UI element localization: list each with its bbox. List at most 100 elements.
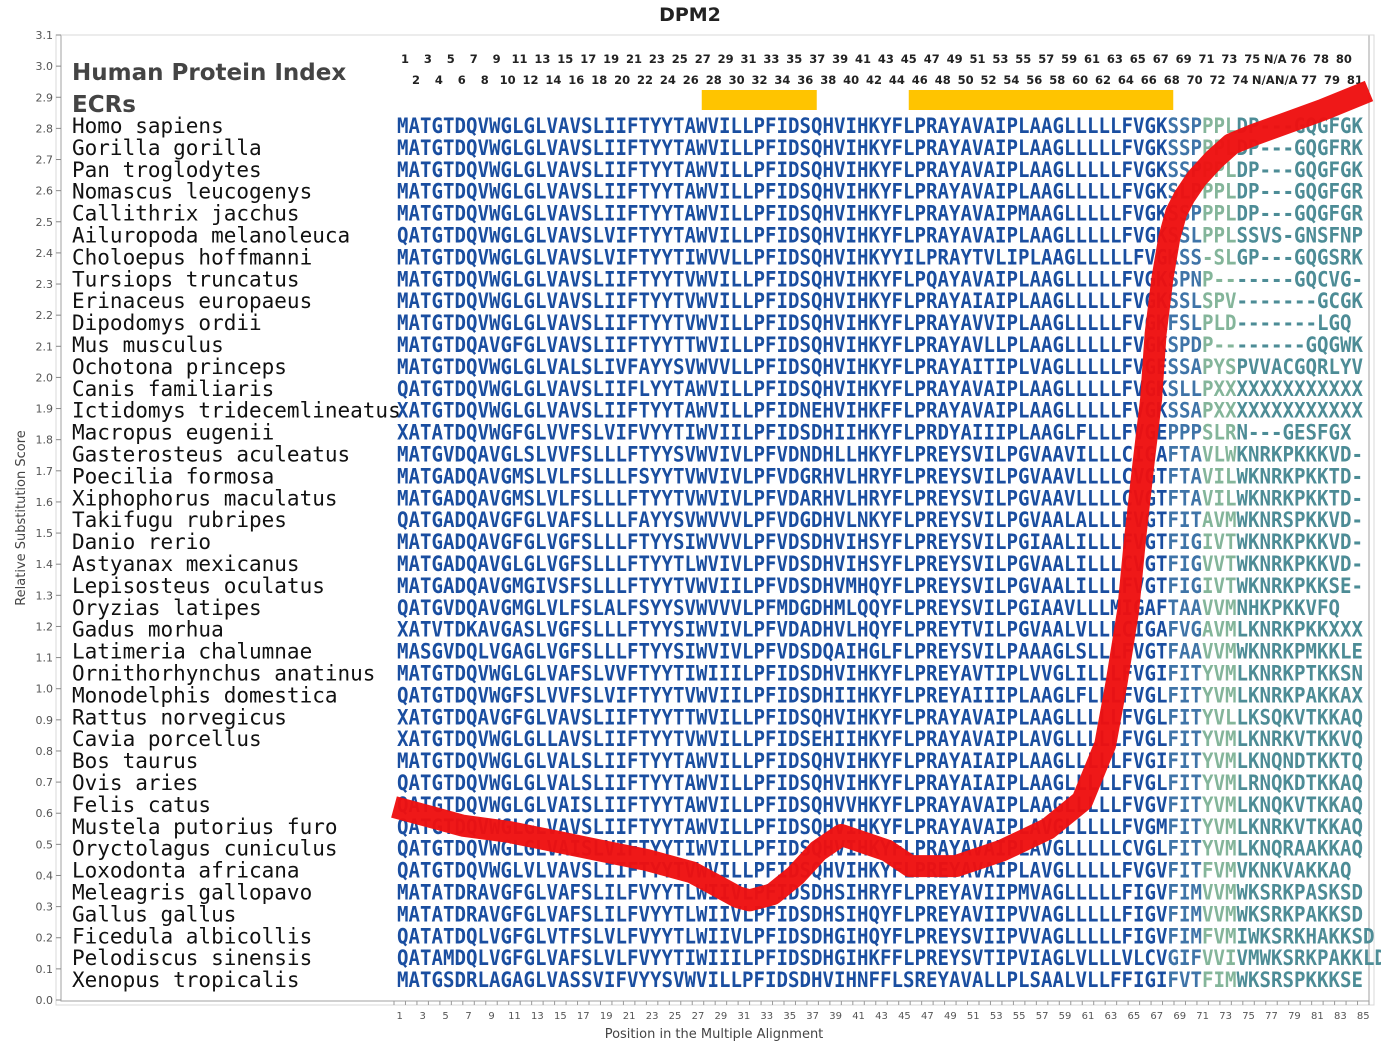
species-name: Pelodiscus sinensis [72,946,312,970]
position-header-even: 4 [435,73,443,87]
position-header-even: 77 [1301,73,1317,87]
position-header-odd: 19 [603,52,619,66]
position-header-odd: 61 [1084,52,1100,66]
position-header-odd: 65 [1130,52,1146,66]
sequence-text: QATGTDQVWGLGLVAVSLIIFLYYTAWVILLPFIDSQHVI… [397,377,1363,401]
position-header-odd: N/A [1264,52,1287,66]
position-header-even: 10 [500,73,516,87]
x-tick-label: 37 [806,1011,819,1022]
x-tick-label: 69 [1173,1011,1186,1022]
sequence-text: MATGTDQVWGLGLVAVSLIIFTYYTVWVILLPFIDSQHVI… [397,289,1363,313]
ecr-bar [701,90,817,110]
position-header-even: 36 [797,73,813,87]
sequence-text: MATATDRAVGFGLVAFSLILFVYYTLWIIVLPFIDSDHSI… [397,881,1363,905]
alignment-row: Ovis aries QATGTDQVWGLGLVALSLIIFTYYTAWVIL… [72,771,1363,795]
alignment-row: Loxodonta africana QATGTDQVWGLVLVAVSLIIFT… [72,859,1352,883]
x-tick-label: 25 [669,1011,682,1022]
x-tick-label: 55 [1013,1011,1026,1022]
sequence-text: QATGTDQVWGLVLVAVSLIIFTYYTVWVILLPFIDSQHVI… [397,859,1352,883]
x-tick-label: 39 [829,1011,842,1022]
position-header-odd: 49 [947,52,963,66]
species-name: Macropus eugenii [72,421,274,445]
position-header-odd: 63 [1107,52,1123,66]
y-tick-label: 2.3 [36,278,54,291]
x-tick-label: 79 [1288,1011,1301,1022]
chart-title: DPM2 [659,4,721,26]
species-name: Ochotona princeps [72,355,287,379]
y-axis-ticks: 0.0 0.1 0.2 0.3 0.4 0.5 0.6 0.7 0.8 0.9 1.0 1.1 1.2 1… [36,29,61,1007]
sequence-text: MATGVDQAVGLSLVVFSLLLFTYYSVWVIVLPFVDNDHLL… [397,443,1363,467]
species-name: Danio rerio [72,530,211,554]
species-name: Takifugu rubripes [72,508,287,532]
species-name: Lepisosteus oculatus [72,574,325,598]
sequence-text: XATVTDKAVGASLVGFSLLLFTYYSIWVIVLPFVDADHVL… [397,618,1363,642]
x-tick-label: 27 [692,1011,705,1022]
position-header-odd: 53 [992,52,1008,66]
x-tick-label: 7 [465,1011,471,1022]
position-header-odd: 31 [740,52,756,66]
sequence-text: QATGTDQVWGLGLVAVSLVIFTYYTAWVILLPFIDSQHVI… [397,224,1363,248]
alignment-row: Ornithorhynchus anatinus MATGTDQVWGLGLVAF… [72,662,1363,686]
position-header-odd: 59 [1061,52,1077,66]
species-name: Ictidomys tridecemlineatus [72,399,401,423]
position-header-even: 12 [522,73,538,87]
position-header-even: 60 [1072,73,1088,87]
position-header-odd: 51 [969,52,985,66]
x-tick-label: 49 [944,1011,957,1022]
position-header-even: N/A [1252,73,1275,87]
x-tick-label: 53 [990,1011,1003,1022]
x-tick-label: 57 [1036,1011,1049,1022]
position-header-even: 26 [683,73,699,87]
alignment-row: Gallus gallus MATATDRAVGFGLVAFSLILFVYYTLW… [72,902,1363,926]
position-header-odd: 73 [1221,52,1237,66]
x-tick-label: 5 [442,1011,448,1022]
species-name: Ovis aries [72,771,198,795]
position-header-odd: 27 [695,52,711,66]
position-header-odd: 71 [1198,52,1214,66]
position-header-even: 28 [706,73,722,87]
sequence-text: QATGTDQVWGFSLVVFSLVIFTYYTVWVIILPFIDSDHII… [397,683,1363,707]
position-header-even: 44 [889,73,905,87]
ecr-bars [701,90,1174,110]
species-name: Gorilla gorilla [72,136,262,160]
y-tick-label: 0.7 [36,776,54,789]
sequence-text: XATGTDQVWGLGLLAVSLIIFTYYTVWVILLPFIDSEHII… [397,727,1363,751]
y-tick-label: 0.1 [36,963,54,976]
position-header-odd: 7 [470,52,478,66]
position-header-even: 38 [820,73,836,87]
sequence-text: XATGTDQAVGFGLVAVSLIIFTYYTTWVILLPFIDSQHVI… [397,705,1363,729]
ecr-bar [908,90,1174,110]
y-tick-label: 1.7 [36,465,54,478]
species-name: Astyanax mexicanus [72,552,300,576]
alignment-row: Meleagris gallopavo MATATDRAVGFGLVAFSLILF… [72,881,1363,905]
position-header-even: 72 [1209,73,1225,87]
position-header-even: 20 [614,73,630,87]
sequence-text: MATGADQAVGMSLVLFSLLLFSYYTVWVIVLPFVDGRHVL… [397,464,1363,488]
position-header-odd: 29 [718,52,734,66]
y-tick-label: 1.8 [36,434,54,447]
x-tick-label: 59 [1059,1011,1072,1022]
position-header-odd: 9 [493,52,501,66]
position-header-even: 30 [729,73,745,87]
y-tick-label: 1.9 [36,403,54,416]
position-header-even: 62 [1095,73,1111,87]
sequence-text: MATGTDQVWGLGLVAVSLIIFTYYTAWVILLPFIDSQHVI… [397,202,1363,226]
position-header-odd: 33 [763,52,779,66]
alignment-row: Astyanax mexicanus MATGADQAVGLGLVGFSLLLFT… [72,552,1363,576]
sequence-text: MATGTDQAVGFGLVAVSLIIFTYYTTWVILLPFIDSQHVI… [397,333,1363,357]
y-tick-label: 2.9 [36,91,54,104]
alignment-row: Poecilia formosa MATGADQAVGMSLVLFSLLLFSYY… [72,464,1363,488]
y-tick-label: 3.0 [36,60,54,73]
species-name: Loxodonta africana [72,859,300,883]
species-name: Ornithorhynchus anatinus [72,662,375,686]
position-header-even: 79 [1324,73,1340,87]
x-tick-label: 13 [531,1011,544,1022]
position-header-even: 2 [412,73,420,87]
species-name: Felis catus [72,793,211,817]
position-header-odd: 35 [786,52,802,66]
sequence-text: MATGTDQVWGLGLVAFSLVVFTYYTIWIIILPFIDSDHVI… [397,662,1363,686]
position-header-even: 74 [1232,73,1248,87]
position-header-odd: 15 [557,52,573,66]
alignment-row: Oryzias latipes QATGVDQAVGMGLVLFSLALFSYYS… [72,596,1340,620]
